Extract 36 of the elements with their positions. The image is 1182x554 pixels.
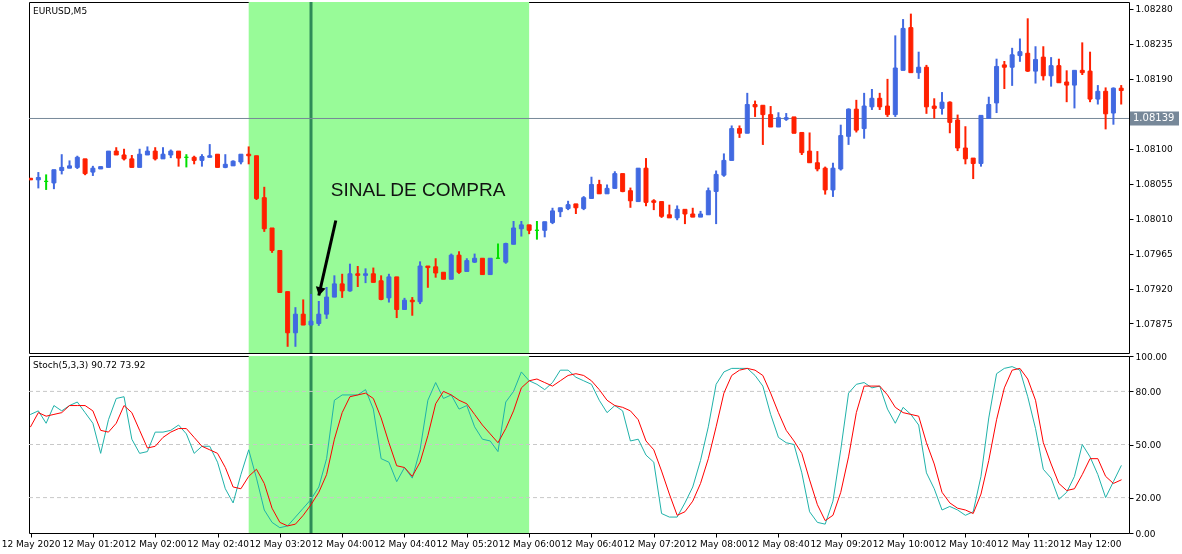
x-tick-label: 12 May 11:20 xyxy=(997,538,1060,549)
x-tick-label: 12 May 04:40 xyxy=(374,538,437,549)
y-tick-label: 1.08100 xyxy=(1135,144,1173,155)
chart-title: EURUSD,M5 xyxy=(33,6,88,16)
x-tick-label: 12 May 03:20 xyxy=(249,538,312,549)
x-tick-label: 12 May 06:00 xyxy=(498,538,561,549)
y-tick-label: 50.00 xyxy=(1135,440,1162,450)
x-tick-label: 12 May 09:20 xyxy=(810,538,873,549)
x-tick-label: 12 May 04:00 xyxy=(311,538,374,549)
x-tick-label: 12 May 2020 xyxy=(1,538,61,549)
x-tick-label: 12 May 10:40 xyxy=(935,538,998,549)
x-tick-label: 12 May 01:20 xyxy=(62,538,125,549)
y-tick-label: 1.08190 xyxy=(1135,74,1173,85)
y-tick-label: 0.00 xyxy=(1135,528,1156,539)
y-tick-label: 100.00 xyxy=(1135,351,1168,362)
annotation: SINAL DE COMPRA xyxy=(330,178,506,200)
y-tick-label: 1.08010 xyxy=(1135,214,1173,225)
y-tick-label: 80.00 xyxy=(1135,386,1162,397)
y-tick-label: 1.08055 xyxy=(1135,179,1173,190)
chart-title: Stoch(5,3,3) 90.72 73.92 xyxy=(33,360,146,370)
x-tick-label: 12 May 08:00 xyxy=(685,538,748,549)
x-tick-label: 12 May 08:40 xyxy=(748,538,811,549)
y-tick-label: 1.07965 xyxy=(1135,249,1173,260)
y-tick-label: 1.07920 xyxy=(1135,284,1173,295)
x-tick-label: 12 May 12:00 xyxy=(1059,538,1122,549)
x-tick-label: 12 May 02:00 xyxy=(124,538,187,549)
y-tick-label: 1.08235 xyxy=(1135,39,1173,50)
y-tick-label: 20.00 xyxy=(1135,493,1162,504)
x-tick-label: 12 May 06:40 xyxy=(561,538,624,549)
y-tick-label: 1.07875 xyxy=(1135,318,1173,329)
x-tick-label: 12 May 05:20 xyxy=(436,538,499,549)
ref-line-label: 1.08139 xyxy=(1133,112,1175,124)
y-tick-label: 1.08280 xyxy=(1135,4,1173,15)
x-tick-label: 12 May 02:40 xyxy=(187,538,250,549)
x-tick-label: 12 May 07:20 xyxy=(623,538,686,549)
x-tick-label: 12 May 10:00 xyxy=(872,538,935,549)
